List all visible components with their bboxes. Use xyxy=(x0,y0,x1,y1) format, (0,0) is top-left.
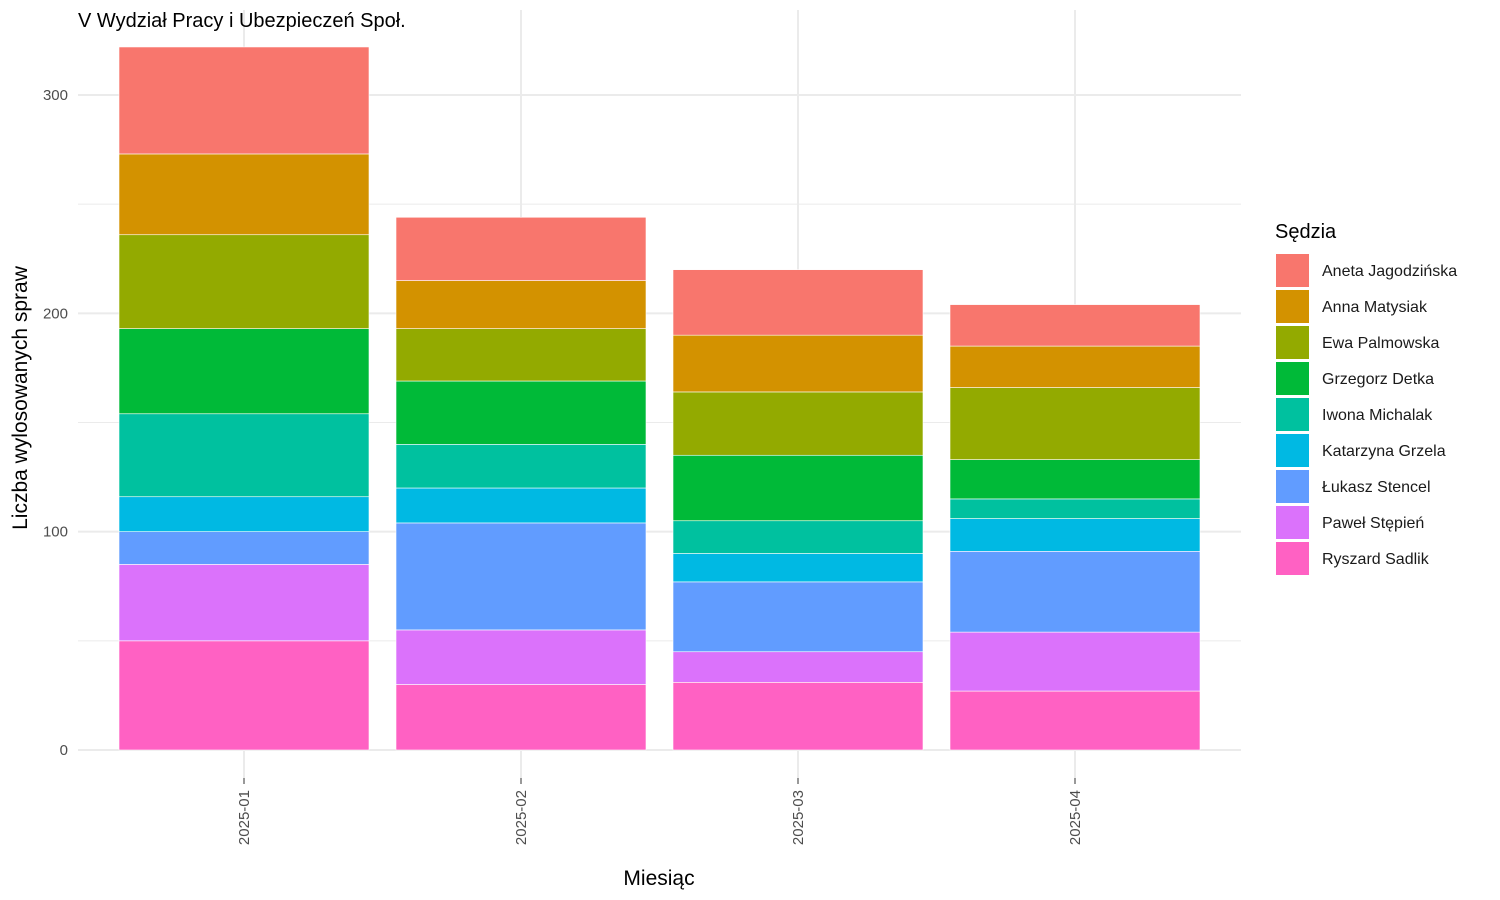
legend-label: Katarzyna Grzela xyxy=(1322,443,1446,460)
bar-segment xyxy=(118,564,370,642)
y-tick-label: 0 xyxy=(60,742,68,759)
chart-title: V Wydział Pracy i Ubezpieczeń Społ. xyxy=(78,10,406,32)
bar-segment xyxy=(118,328,370,415)
legend-title: Sędzia xyxy=(1275,221,1337,243)
bar-segment xyxy=(672,454,924,522)
bar-segment xyxy=(672,269,924,336)
bar-segment xyxy=(672,553,924,583)
legend-swatch xyxy=(1276,362,1309,395)
legend-swatch xyxy=(1276,470,1309,503)
bar-segment xyxy=(118,234,370,329)
y-axis-ticks: 0 100 200 300 xyxy=(43,87,68,759)
bar-segment xyxy=(395,280,647,329)
legend-label: Ewa Palmowska xyxy=(1322,335,1439,352)
legend-items: Aneta Jagodzińska Anna Matysiak Ewa Palmow… xyxy=(1276,254,1457,575)
bar-segment xyxy=(672,391,924,456)
legend-swatch xyxy=(1276,542,1309,575)
bar-segment xyxy=(118,46,370,155)
bar-segment xyxy=(395,522,647,631)
bar-segment xyxy=(949,304,1201,347)
legend-label: Łukasz Stencel xyxy=(1322,479,1431,496)
bar-segment xyxy=(395,216,647,281)
bar-segment xyxy=(118,531,370,565)
bar-segment xyxy=(395,328,647,382)
bar-segment xyxy=(395,380,647,445)
bar-segment xyxy=(949,459,1201,500)
bars xyxy=(118,46,1201,751)
bar-segment xyxy=(949,551,1201,633)
y-axis-title: Liczba wylosowanych spraw xyxy=(9,265,32,530)
bar-segment xyxy=(949,345,1201,388)
bar-segment xyxy=(672,520,924,554)
legend-label: Paweł Stępień xyxy=(1322,515,1424,532)
bar-segment xyxy=(949,518,1201,552)
bar-segment xyxy=(118,640,370,751)
legend-swatch xyxy=(1276,506,1309,539)
bar-segment xyxy=(395,444,647,489)
x-tick-label: 2025-04 xyxy=(1067,790,1084,845)
bar-segment xyxy=(395,487,647,524)
x-tick-label: 2025-02 xyxy=(513,790,530,845)
legend-label: Ryszard Sadlik xyxy=(1322,551,1430,568)
bar-segment xyxy=(949,690,1201,751)
legend-label: Grzegorz Detka xyxy=(1322,371,1434,388)
bar-segment xyxy=(949,631,1201,692)
legend-swatch xyxy=(1276,290,1309,323)
bar-segment xyxy=(672,682,924,751)
legend: Sędzia Aneta Jagodzińska Anna Matysiak Ewa… xyxy=(1275,221,1457,575)
bar-segment xyxy=(672,651,924,683)
bar-segment xyxy=(672,334,924,393)
x-axis-ticks: 2025-01 2025-02 2025-03 2025-04 xyxy=(236,778,1084,845)
legend-label: Aneta Jagodzińska xyxy=(1322,263,1457,280)
x-tick-label: 2025-03 xyxy=(790,790,807,845)
bar-segment xyxy=(118,153,370,236)
bar-segment xyxy=(672,581,924,653)
y-tick-label: 300 xyxy=(43,87,68,104)
y-tick-label: 100 xyxy=(43,524,68,541)
bar-segment xyxy=(118,496,370,532)
y-tick-label: 200 xyxy=(43,305,68,322)
legend-swatch xyxy=(1276,434,1309,467)
bar-segment xyxy=(395,684,647,751)
bar-segment xyxy=(118,413,370,498)
legend-swatch xyxy=(1276,254,1309,287)
bar-segment xyxy=(949,498,1201,519)
legend-label: Iwona Michalak xyxy=(1322,407,1433,424)
legend-swatch xyxy=(1276,398,1309,431)
bar-segment xyxy=(395,629,647,685)
legend-swatch xyxy=(1276,326,1309,359)
legend-label: Anna Matysiak xyxy=(1322,299,1428,316)
x-axis-title: Miesiąc xyxy=(623,867,694,890)
x-tick-label: 2025-01 xyxy=(236,790,253,845)
bar-segment xyxy=(949,387,1201,460)
